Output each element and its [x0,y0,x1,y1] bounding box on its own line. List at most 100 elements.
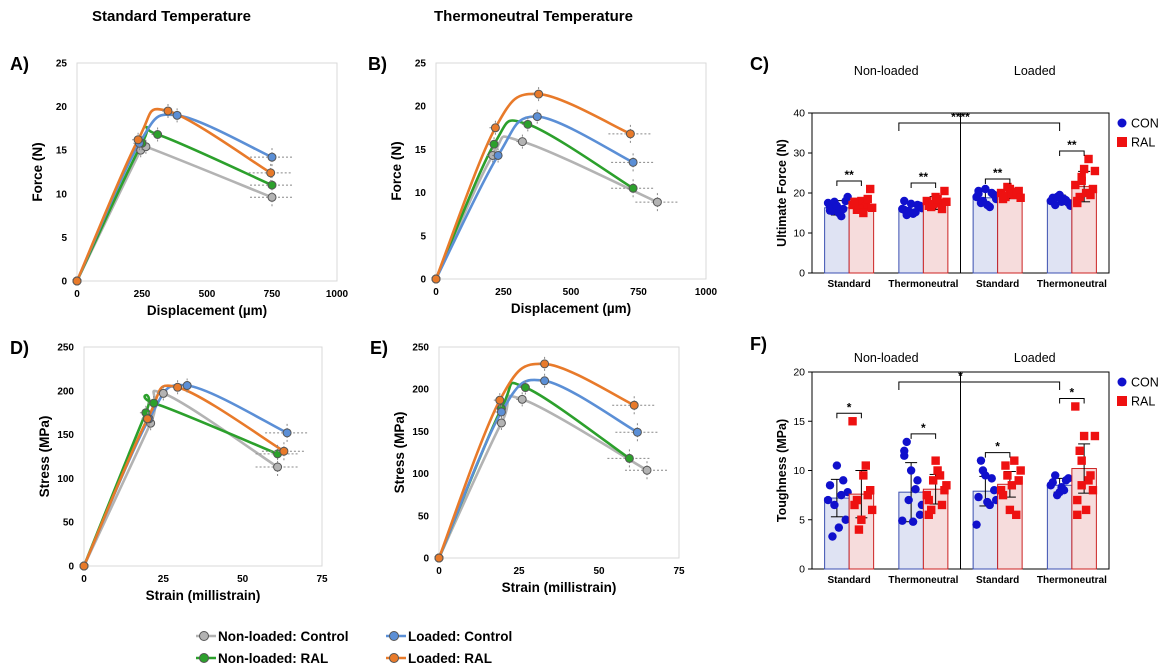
square-ral [1077,176,1086,186]
square-ral [924,201,933,210]
series-line-nl-control [437,394,648,559]
y-tick-label: 250 [412,343,429,354]
data-point-l-ral [173,382,183,392]
square-ral [928,200,938,209]
data-point-l-ral [495,395,505,405]
square-ral [863,490,872,500]
y-tick-label: 150 [412,427,429,438]
square-ral [928,476,938,485]
dot-con [978,466,988,475]
data-point-nl-control [267,192,277,202]
series-line-nl-control [434,135,658,280]
square-ral [1003,182,1012,192]
y-tick-label: 25 [56,59,68,70]
significance-marker: * [1070,385,1075,399]
x-tick-label: 0 [74,289,80,300]
significance-bracket [984,452,1011,458]
significance-marker: ** [919,170,929,184]
y-axis-title: Stress (MPa) [392,412,407,494]
series-line-nl-ral [82,393,279,567]
significance-bracket [910,182,937,188]
square-ral [1088,184,1098,194]
square-ral [1075,446,1084,455]
dot-con [976,456,986,465]
series-line-nl-ral [75,125,273,282]
category-label: Thermoneutral [888,575,958,586]
dot-con [908,517,918,526]
panel-label-d: D) [10,338,29,358]
y-tick-label: 5 [799,514,805,526]
legend-label-ral: RAL [1131,395,1155,409]
square-ral [933,194,942,204]
data-point-nl-ral [624,453,634,463]
data-point-l-ral [79,561,89,571]
dot-con [900,446,909,455]
data-point-nl-ral [267,180,277,190]
y-tick-label: 10 [793,465,805,477]
data-point-nl-ral [523,119,533,129]
square-ral [1079,164,1089,174]
dot-con [834,523,844,532]
square-ral [1001,461,1010,470]
dot-con [900,205,909,214]
y-axis-title: Force (N) [389,141,404,200]
legend-label-con: CON [1131,117,1159,131]
dot-con [913,476,922,485]
legend-marker-ral [1117,137,1127,147]
significance-bracket [910,433,937,439]
data-point-l-ral [163,106,173,116]
y-tick-label: 200 [412,385,429,396]
category-label: Standard [827,575,870,586]
y-tick-label: 10 [793,228,805,240]
square-ral [865,184,875,194]
square-ral [1086,471,1095,480]
data-point-l-ral [534,89,544,99]
legend-marker-con [1117,377,1127,387]
square-ral [1084,476,1093,485]
y-axis-title: Stress (MPa) [37,416,52,498]
significance-bracket [1059,397,1085,404]
dot-con [911,485,920,494]
square-ral [1014,476,1023,485]
dot-con [898,516,907,525]
series-line-nl-ral [434,119,634,280]
dot-con [983,497,992,507]
square-ral [1084,154,1093,164]
square-ral [854,525,864,534]
data-point-nl-control [652,197,662,207]
x-axis-title: Displacement (µm) [511,301,631,316]
significance-marker: * [921,421,926,435]
legend-label-ral: RAL [1131,136,1155,150]
dot-con [825,481,835,490]
square-ral [859,208,868,218]
x-tick-label: 750 [264,289,281,300]
dot-con [837,490,846,500]
data-point-l-ral [133,135,143,145]
y-tick-label: 10 [56,189,68,200]
data-point-l-control [532,112,542,122]
section-label-loaded: Loaded [1014,64,1056,78]
legend-label-l-ral: Loaded: RAL [408,651,492,666]
category-label: Standard [976,575,1019,586]
bar-con [898,208,924,274]
x-tick-label: 0 [81,574,87,585]
x-axis-title: Displacement (µm) [147,303,267,318]
significance-marker: * [995,440,1000,454]
series-line-l-ral [437,362,635,559]
data-point-l-ral [142,414,152,424]
square-ral [1073,495,1082,505]
y-tick-label: 100 [57,474,74,485]
square-ral [922,490,932,500]
data-point-l-ral [266,168,276,178]
legend-label-l-control: Loaded: Control [408,629,512,644]
legend-label-nl-ral: Non-loaded: RAL [218,651,328,666]
section-label-loaded: Loaded [1014,351,1056,365]
legend-marker-nl-control [199,631,209,641]
data-point-nl-control [158,388,168,398]
dot-con [989,486,999,495]
y-tick-label: 0 [423,554,429,565]
y-tick-label: 0 [799,564,805,576]
y-tick-label: 30 [793,148,805,160]
x-tick-label: 75 [316,574,328,585]
